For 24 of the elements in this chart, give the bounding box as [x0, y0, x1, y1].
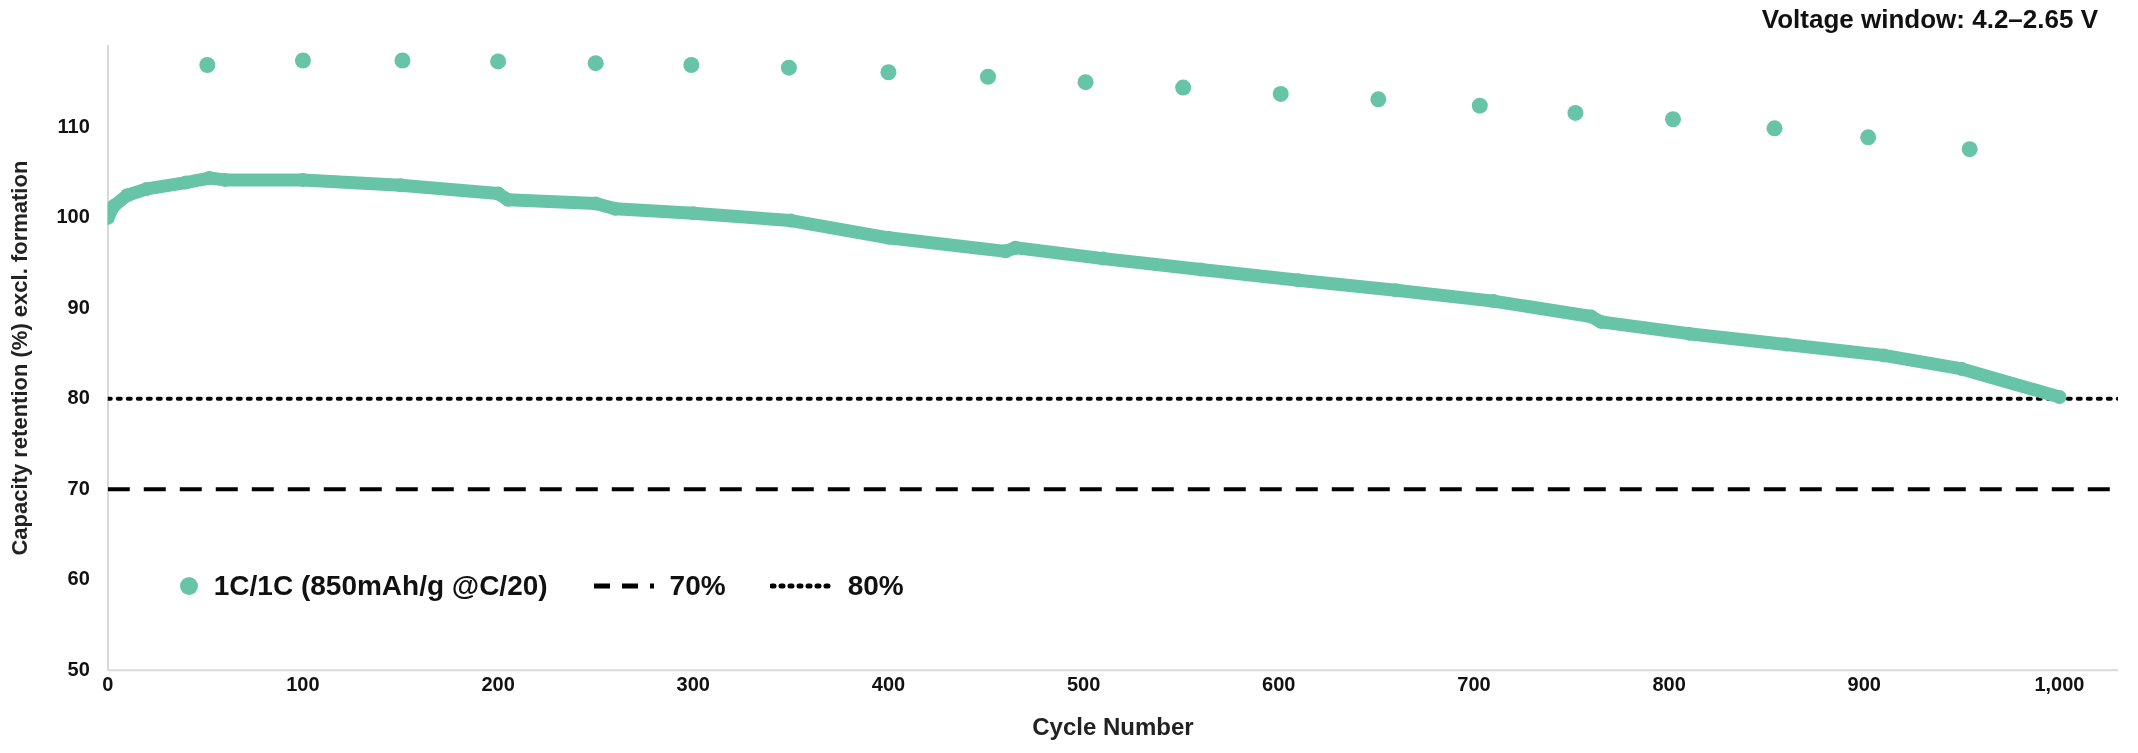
x-tick-label: 800 — [1652, 672, 1686, 695]
x-tick-label: 900 — [1847, 672, 1881, 695]
x-tick-label: 0 — [102, 672, 114, 695]
y-axis-title: Capacity retention (%) excl. formation — [7, 160, 33, 556]
text: Voltage window: 4.2–2.65 V — [1761, 4, 2098, 35]
x-tick-label: 400 — [871, 672, 906, 695]
y-tick-label: 100 — [56, 205, 90, 228]
legend-label: 80% — [847, 570, 904, 603]
x-tick-label: 500 — [1066, 672, 1101, 695]
y-tick-label: 60 — [67, 567, 90, 590]
legend-label: 1C/1C (850mAh/g @C/20) — [213, 570, 548, 603]
x-tick-label: 700 — [1457, 672, 1491, 695]
y-tick-label: 80 — [67, 386, 90, 409]
x-tick-label: 100 — [286, 672, 320, 695]
y-tick-label: 70 — [67, 476, 90, 499]
x-tick-label: 600 — [1262, 672, 1296, 695]
y-tick-label: 50 — [67, 657, 90, 680]
x-tick-label: 200 — [481, 672, 515, 695]
x-tick-label: 1,000 — [2034, 672, 2085, 695]
x-axis-title: Cycle Number — [1032, 713, 1194, 741]
y-tick-label: 90 — [67, 295, 90, 318]
x-tick-label: 300 — [676, 672, 710, 695]
y-tick-label: 110 — [57, 114, 90, 137]
legend-label: 70% — [669, 570, 726, 603]
